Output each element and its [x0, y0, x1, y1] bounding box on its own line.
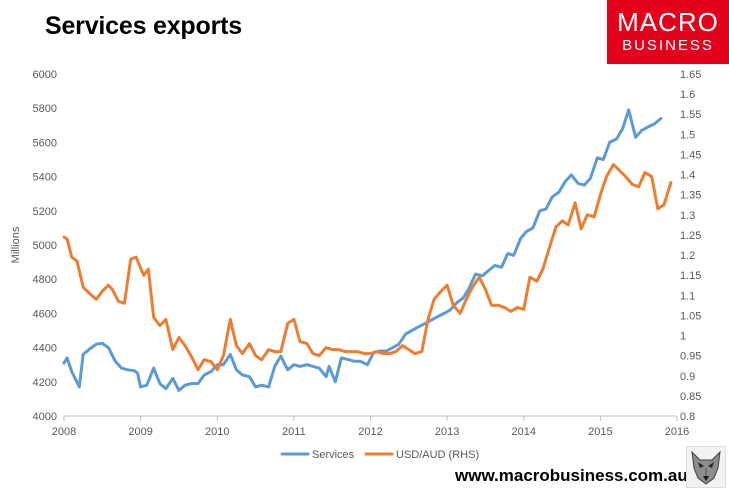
y-tick-label: 5000: [33, 240, 57, 252]
y2-tick-label: 1.15: [680, 270, 701, 282]
y-tick-label: 4600: [33, 308, 57, 320]
chart-title: Services exports: [45, 12, 242, 40]
y2-tick-label: 0.95: [680, 351, 701, 363]
y2-tick-label: 1.6: [680, 89, 695, 101]
y-tick-label: 5800: [33, 103, 57, 115]
legend-label: USD/AUD (RHS): [396, 449, 479, 461]
legend-label: Services: [312, 449, 355, 461]
y2-tick-label: 1.1: [680, 290, 695, 302]
x-tick-label: 2013: [435, 426, 459, 438]
chart-axes: 4000 4200 4400 4600 4800 5000 5200 5400 5600 5800…: [10, 69, 701, 438]
y-tick-label: 5200: [33, 206, 57, 218]
y2-tick-label: 0.85: [680, 391, 701, 403]
logo-line-2: BUSINESS: [622, 37, 714, 54]
website-url[interactable]: www.macrobusiness.com.au: [455, 466, 688, 485]
y-tick-label: 6000: [33, 69, 57, 81]
y2-tick-label: 1.35: [680, 190, 701, 202]
x-tick-label: 2011: [282, 426, 306, 438]
y2-tick-label: 1.4: [680, 170, 695, 182]
y2-tick-label: 0.9: [680, 371, 695, 383]
chart-legend: Services USD/AUD (RHS): [280, 449, 479, 461]
y-tick-label: 5400: [33, 172, 57, 184]
x-tick-label: 2012: [358, 426, 382, 438]
y-axis-label: Millions: [10, 226, 22, 263]
y2-tick-label: 1.65: [680, 69, 701, 81]
x-tick-label: 2010: [205, 426, 229, 438]
macrobusiness-logo: MACRO BUSINESS: [607, 0, 729, 64]
usd-aud-line: [62, 163, 673, 372]
y-tick-label: 4200: [33, 377, 57, 389]
y2-tick-label: 1.5: [680, 129, 695, 141]
logo-line-1: MACRO: [617, 7, 719, 37]
x-tick-label: 2008: [52, 426, 76, 438]
y2-tick-label: 1.55: [680, 109, 701, 121]
y2-tick-label: 1.3: [680, 210, 695, 222]
x-tick-label: 2009: [128, 426, 152, 438]
y2-tick-label: 1.05: [680, 310, 701, 322]
y-tick-label: 5600: [33, 137, 57, 149]
x-tick-label: 2015: [588, 426, 612, 438]
y2-tick-label: 1.25: [680, 230, 701, 242]
y-tick-label: 4400: [33, 343, 57, 355]
y2-tick-label: 1.45: [680, 149, 701, 161]
y2-tick-label: 1.2: [680, 250, 695, 262]
chart-series: [62, 108, 673, 392]
x-tick-label: 2014: [512, 426, 536, 438]
y2-tick-label: 1: [680, 331, 686, 343]
services-line: [62, 108, 663, 392]
wolf-icon: [686, 446, 726, 488]
y2-tick-label: 0.8: [680, 411, 695, 423]
y-tick-label: 4000: [33, 411, 57, 423]
y-tick-label: 4800: [33, 274, 57, 286]
x-tick-label: 2016: [665, 426, 689, 438]
